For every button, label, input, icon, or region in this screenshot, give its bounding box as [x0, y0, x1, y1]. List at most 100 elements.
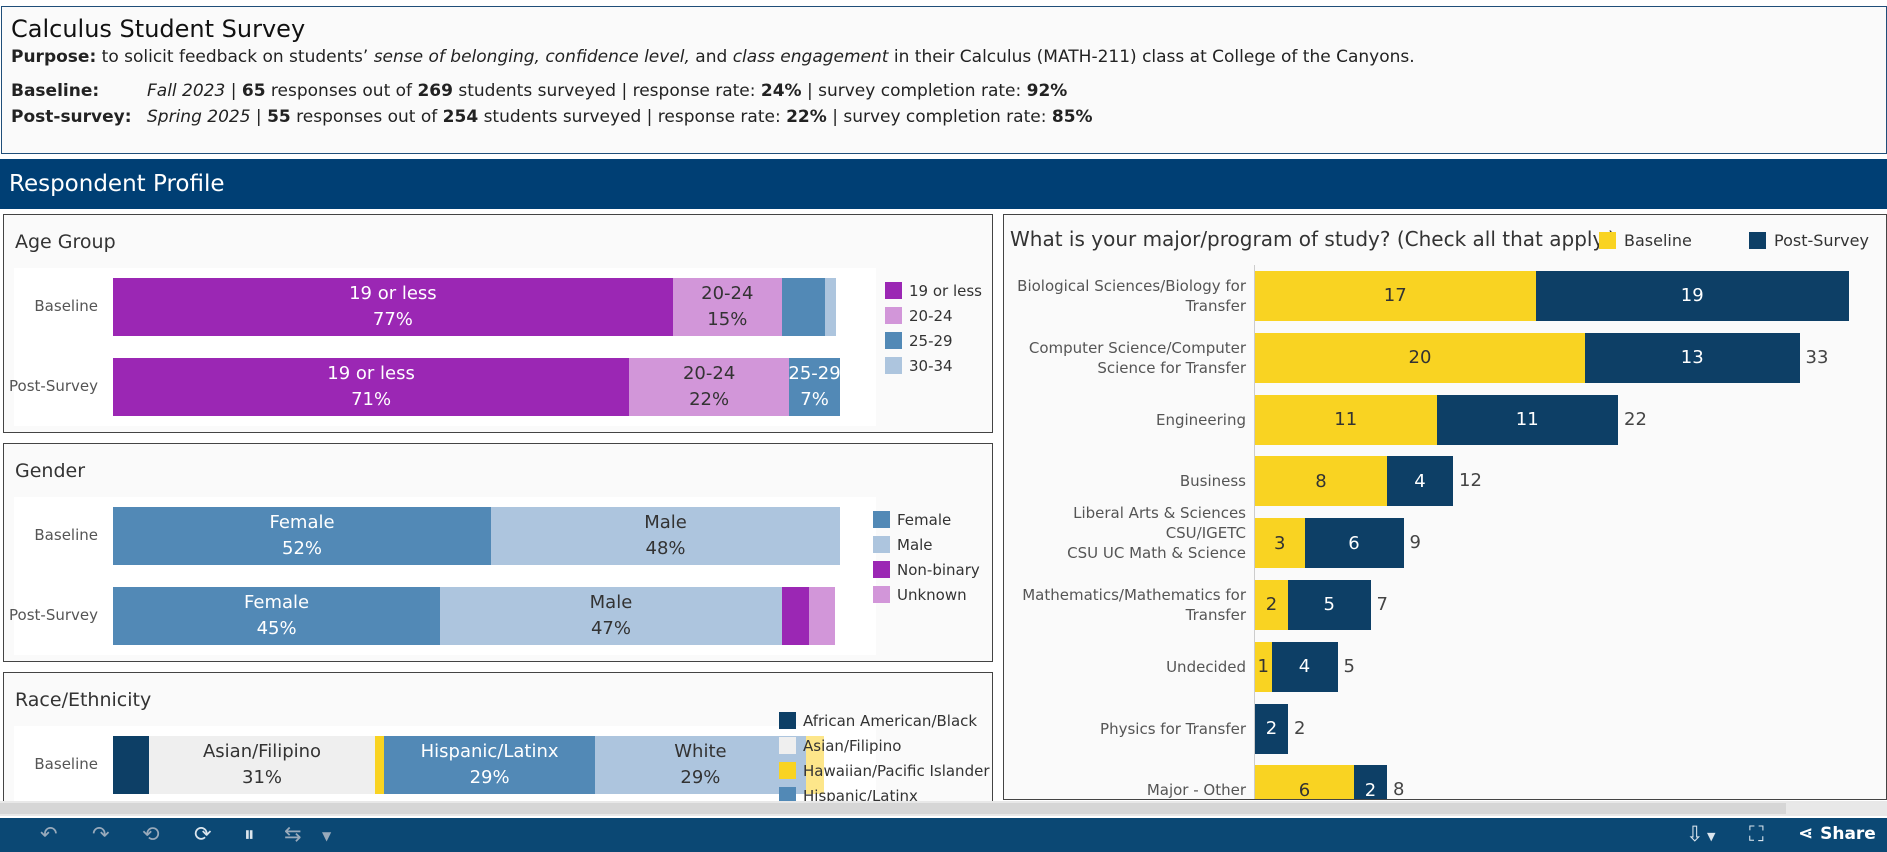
baseline-bar[interactable]: 11: [1255, 394, 1437, 445]
legend-item[interactable]: Male: [873, 532, 933, 557]
baseline-responses: 65: [241, 81, 266, 101]
post-survey-bar[interactable]: 4: [1387, 456, 1453, 507]
summary-text: students surveyed | response rate:: [452, 81, 761, 101]
legend-swatch: [873, 511, 890, 528]
pause-updates-icon[interactable]: ⏸: [244, 822, 255, 846]
category-label-line: Biological Sciences/Biology for: [1017, 276, 1246, 295]
legend-swatch: [1749, 231, 1766, 249]
segment-category: Hispanic/Latinx: [420, 741, 559, 762]
post-survey-bar[interactable]: 6: [1304, 518, 1404, 569]
major-axis-line: [1254, 265, 1255, 799]
legend-label: Unknown: [897, 585, 967, 604]
bar-segment-20-24[interactable]: 20-24 15%: [672, 278, 782, 336]
bar-segment-male[interactable]: Male 47%: [440, 587, 782, 645]
post-survey-bar[interactable]: 4: [1271, 641, 1338, 692]
post-survey-bar[interactable]: 2: [1255, 703, 1288, 754]
row-label: Post-Survey: [9, 606, 98, 624]
baseline-bar[interactable]: 1: [1255, 641, 1272, 692]
baseline-bar[interactable]: 17: [1255, 270, 1536, 321]
legend-item[interactable]: Unknown: [873, 582, 967, 607]
redo-icon[interactable]: ↷: [92, 822, 110, 846]
baseline-bar[interactable]: 8: [1255, 456, 1387, 507]
legend-post-survey[interactable]: Post-Survey: [1749, 227, 1869, 253]
bar-segment-female[interactable]: Female 52%: [113, 507, 492, 565]
legend-item[interactable]: Female: [873, 507, 951, 532]
bar-value: 13: [1680, 347, 1704, 369]
segment-value: 48%: [645, 538, 686, 559]
legend-item[interactable]: Hispanic/Latinx: [779, 783, 918, 802]
bar-segment-other[interactable]: [805, 736, 824, 794]
race-ethnicity-panel[interactable]: Race/Ethnicity Baseline Asian/Filipino 31%…: [3, 672, 993, 802]
segment-value: 52%: [282, 538, 323, 559]
undo-icon[interactable]: ↶: [40, 822, 58, 846]
revert-icon[interactable]: ⟲: [142, 822, 160, 846]
segment-value: 47%: [590, 618, 631, 639]
share-view-icon[interactable]: ⇆: [284, 822, 302, 846]
baseline-bar[interactable]: 6: [1255, 765, 1354, 800]
legend-item[interactable]: 30-34: [885, 353, 953, 378]
legend-label: 25-29: [909, 331, 953, 350]
legend-item[interactable]: 20-24: [885, 303, 953, 328]
category-label-line: Science for Transfer: [1097, 358, 1246, 377]
bar-segment-hawaiian-pacific-islander[interactable]: [374, 736, 385, 794]
gender-panel[interactable]: Gender Baseline Female 52% Male 48% Post-Surv…: [3, 443, 993, 662]
row-label: Baseline: [34, 755, 98, 773]
chevron-down-icon[interactable]: ▼: [1707, 830, 1716, 843]
bar-segment-19-or-less[interactable]: 19 or less 71%: [113, 358, 630, 416]
bar-segment-25-29[interactable]: 25-29 7%: [789, 358, 840, 416]
summary-text: | survey completion rate:: [826, 107, 1052, 127]
refresh-data-icon[interactable]: ⟳: [194, 822, 212, 846]
bar-segment-male[interactable]: Male 48%: [491, 507, 840, 565]
legend-item[interactable]: 25-29: [885, 328, 953, 353]
segment-value: 22%: [689, 389, 730, 410]
post-survey-responses: 55: [267, 107, 291, 127]
legend-item[interactable]: Non-binary: [873, 557, 980, 582]
post-survey-bar[interactable]: 13: [1585, 332, 1800, 383]
legend-swatch: [873, 536, 890, 553]
post-survey-bar[interactable]: 19: [1535, 270, 1849, 321]
bar-segment-30-34[interactable]: [825, 278, 837, 336]
share-label: Share: [1820, 823, 1876, 844]
bar-segment-20-24[interactable]: 20-24 22%: [629, 358, 790, 416]
legend-baseline[interactable]: Baseline: [1599, 227, 1692, 253]
horizontal-scrollbar[interactable]: [0, 801, 1887, 816]
legend-swatch: [885, 357, 902, 374]
bar-value: 6: [1298, 779, 1311, 800]
bar-segment-hispanic-latinx[interactable]: Hispanic/Latinx 29%: [384, 736, 595, 794]
bar-segment-african-american-black[interactable]: [113, 736, 150, 794]
post-survey-bar[interactable]: 5: [1288, 579, 1371, 630]
legend-item[interactable]: Asian/Filipino: [779, 733, 901, 758]
bar-segment-female[interactable]: Female 45%: [113, 587, 441, 645]
category-label-line: Liberal Arts & Sciences CSU/IGETC: [1073, 504, 1246, 543]
category-label: Biological Sciences/Biology for Transfer: [1004, 276, 1246, 316]
bar-segment-25-29[interactable]: [781, 278, 826, 336]
age-group-panel[interactable]: Age Group Baseline 19 or less 77% 20-24 15% P…: [3, 214, 993, 433]
legend-item[interactable]: 19 or less: [885, 278, 982, 303]
baseline-bar[interactable]: 2: [1255, 579, 1288, 630]
bar-segment-non-binary[interactable]: [781, 587, 810, 645]
bar-segment-unknown[interactable]: [809, 587, 835, 645]
baseline-bar[interactable]: 3: [1255, 518, 1305, 569]
post-survey-bar[interactable]: 2: [1354, 765, 1387, 799]
legend-swatch: [873, 586, 890, 603]
category-label: Computer Science/Computer Science for Tra…: [1004, 338, 1246, 378]
separator: |: [250, 107, 268, 127]
post-survey-bar[interactable]: 11: [1436, 394, 1618, 445]
scrollbar-thumb[interactable]: [0, 803, 1786, 814]
share-button[interactable]: ⋖ Share: [1798, 823, 1876, 844]
baseline-bar[interactable]: 20: [1255, 332, 1585, 383]
bar-segment-white[interactable]: White 29%: [595, 736, 806, 794]
bar-segment-19-or-less[interactable]: 19 or less 77%: [113, 278, 673, 336]
category-label-line: Undecided: [1166, 657, 1246, 676]
fullscreen-icon[interactable]: ⛶: [1749, 822, 1764, 846]
summary-text: students surveyed | response rate:: [478, 107, 787, 127]
category-label-line: Computer Science/Computer: [1028, 338, 1246, 357]
download-icon[interactable]: ⇩: [1686, 822, 1704, 846]
bar-segment-asian-filipino[interactable]: Asian/Filipino 31%: [149, 736, 375, 794]
summary-text: | survey completion rate:: [801, 81, 1027, 101]
major-panel[interactable]: What is your major/program of study? (Ch…: [1003, 214, 1887, 800]
legend-swatch: [1599, 231, 1616, 249]
legend-item[interactable]: Hawaiian/Pacific Islander: [779, 758, 989, 783]
chevron-down-icon[interactable]: ▼: [322, 829, 332, 843]
legend-item[interactable]: African American/Black: [779, 708, 977, 733]
